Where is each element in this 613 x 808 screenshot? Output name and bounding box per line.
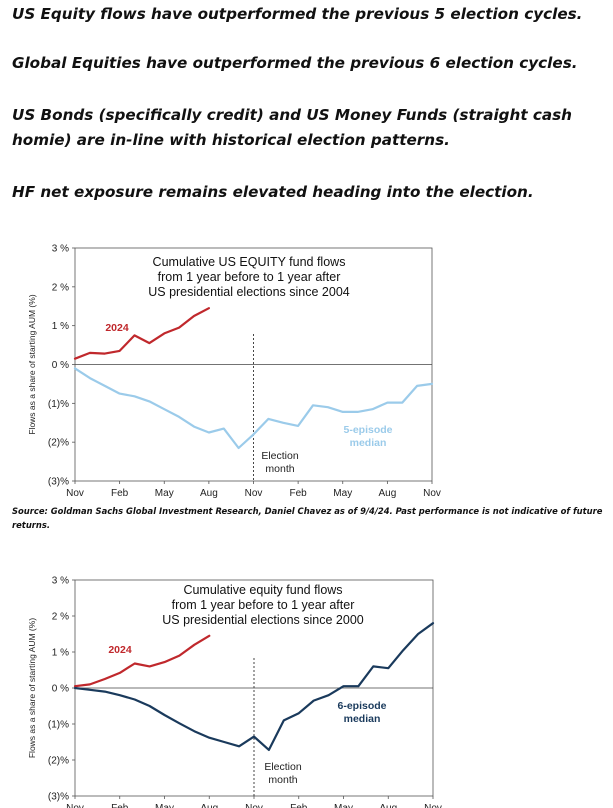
- election-month-label: month: [268, 774, 297, 786]
- chart-title-line: Cumulative equity fund flows: [183, 583, 342, 597]
- x-tick-label: Feb: [290, 488, 308, 498]
- x-tick-label: Feb: [111, 488, 129, 498]
- y-tick-label: 1 %: [52, 321, 69, 332]
- x-tick-label: Aug: [200, 488, 218, 498]
- series-label-median: 6-episode: [337, 700, 386, 712]
- headline-2: Global Equities have outperformed the pr…: [12, 54, 578, 72]
- x-tick-label: Feb: [290, 803, 308, 808]
- x-tick-label: Nov: [245, 488, 263, 498]
- series-label-2024: 2024: [108, 644, 132, 656]
- x-tick-label: May: [333, 488, 352, 498]
- source-note: Source: Goldman Sachs Global Investment …: [12, 506, 603, 530]
- x-tick-label: May: [334, 803, 353, 808]
- y-tick-label: (3)%: [48, 477, 69, 488]
- series-label-2024: 2024: [105, 322, 129, 334]
- chart-us-equity-flows: 3 %2 %1 %0 %(1)%(2)%(3)%Nov Feb May Aug Nov F…: [27, 244, 441, 499]
- x-tick-label: Nov: [66, 488, 84, 498]
- chart-equity-flows: 3 %2 %1 %0 %(1)%(2)%(3)%NovFebMayAugNovF…: [27, 576, 442, 808]
- chart-title-line: Cumulative US EQUITY fund flows: [153, 255, 346, 269]
- series-label-median: 5-episode: [343, 424, 392, 436]
- y-tick-label: 3 %: [52, 576, 69, 587]
- x-tick-label: Aug: [379, 803, 397, 808]
- y-tick-label: (1)%: [48, 399, 69, 410]
- x-tick-label: Nov: [245, 803, 263, 808]
- y-tick-label: (2)%: [48, 756, 69, 767]
- y-tick-label: 2 %: [52, 282, 69, 293]
- x-tick-label: May: [155, 488, 174, 498]
- series-label-median: median: [344, 713, 381, 725]
- election-month-label: Election: [264, 761, 302, 773]
- x-tick-label: Aug: [378, 488, 396, 498]
- y-axis-label: Flows as a share of starting AUM (%): [27, 618, 37, 758]
- election-month-label: month: [265, 463, 294, 475]
- y-tick-label: (1)%: [48, 720, 69, 731]
- election-month-label: Election: [261, 450, 299, 462]
- headline-3: US Bonds (specifically credit) and US Mo…: [12, 106, 572, 149]
- x-tick-label: Nov: [423, 488, 441, 498]
- x-tick-label: Nov: [66, 803, 84, 808]
- x-tick-label: May: [155, 803, 174, 808]
- headline-1: US Equity flows have outperformed the pr…: [12, 5, 583, 23]
- y-tick-label: 1 %: [52, 648, 69, 659]
- chart-title-line: from 1 year before to 1 year after: [158, 270, 341, 284]
- x-tick-label: Aug: [200, 803, 218, 808]
- chart-title-line: from 1 year before to 1 year after: [172, 598, 355, 612]
- x-tick-label: Feb: [111, 803, 129, 808]
- chart-title-line: US presidential elections since 2000: [162, 613, 364, 627]
- x-tick-label: Nov: [424, 803, 442, 808]
- headline-4: HF net exposure remains elevated heading…: [12, 183, 534, 201]
- y-tick-label: (3)%: [48, 792, 69, 803]
- y-tick-label: 2 %: [52, 612, 69, 623]
- series-label-median: median: [350, 437, 387, 449]
- series-line-2: [73, 622, 435, 751]
- y-axis-label: Flows as a share of starting AUM (%): [27, 294, 37, 434]
- chart-title-line: US presidential elections since 2004: [148, 285, 350, 299]
- y-tick-label: 3 %: [52, 244, 69, 255]
- y-tick-label: 0 %: [52, 360, 69, 371]
- series-line-1: [73, 634, 211, 688]
- y-tick-label: (2)%: [48, 438, 69, 449]
- series-line-2: [73, 367, 434, 450]
- y-tick-label: 0 %: [52, 684, 69, 695]
- series-line-1: [73, 307, 210, 360]
